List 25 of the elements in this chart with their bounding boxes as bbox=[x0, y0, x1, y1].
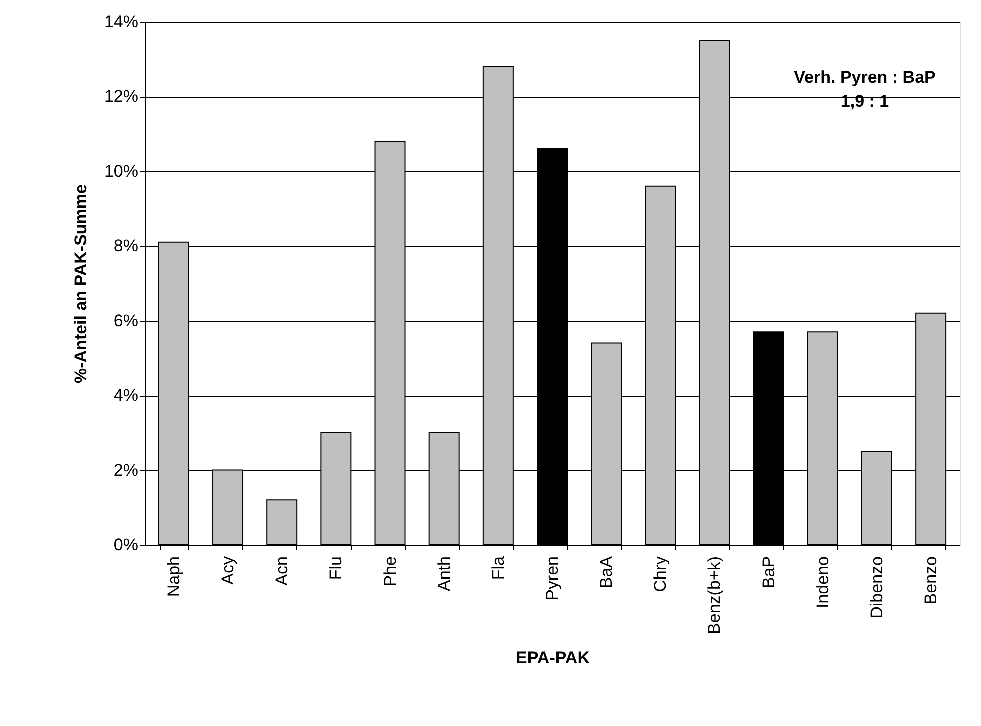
x-tick-label: Pyren bbox=[543, 556, 562, 601]
y-tick-label: 14% bbox=[104, 12, 138, 32]
x-tick-label: Benzo bbox=[922, 556, 941, 605]
x-tick-label: Indeno bbox=[813, 556, 832, 608]
x-tick-label: Fla bbox=[488, 556, 508, 580]
x-tick-label: Phe bbox=[380, 556, 400, 587]
x-tick-label: Naph bbox=[164, 556, 184, 598]
y-tick-label: 2% bbox=[114, 460, 138, 480]
y-tick-label: 10% bbox=[104, 162, 138, 181]
y-tick-label: 6% bbox=[114, 311, 138, 330]
y-tick-label: 8% bbox=[114, 236, 138, 256]
x-tick-label: BaA bbox=[597, 556, 616, 589]
x-axis-title: EPA-PAK bbox=[516, 648, 591, 668]
x-tick-label: Anth bbox=[434, 556, 454, 592]
x-tick-label: Acn bbox=[272, 556, 292, 586]
x-tick-label: Chry bbox=[651, 556, 670, 592]
x-tick-label: Acy bbox=[218, 556, 238, 585]
y-tick-label: 4% bbox=[114, 386, 138, 406]
x-tick-label: Flu bbox=[326, 556, 346, 580]
x-tick-label: Dibenzo bbox=[867, 556, 886, 619]
x-tick-label: BaP bbox=[759, 556, 778, 589]
y-tick-label: 0% bbox=[114, 536, 138, 554]
y-axis-title: %-Anteil an PAK-Summe bbox=[71, 184, 90, 384]
y-tick-label: 12% bbox=[104, 87, 138, 106]
x-tick-label: Benz(b+k) bbox=[705, 556, 724, 634]
